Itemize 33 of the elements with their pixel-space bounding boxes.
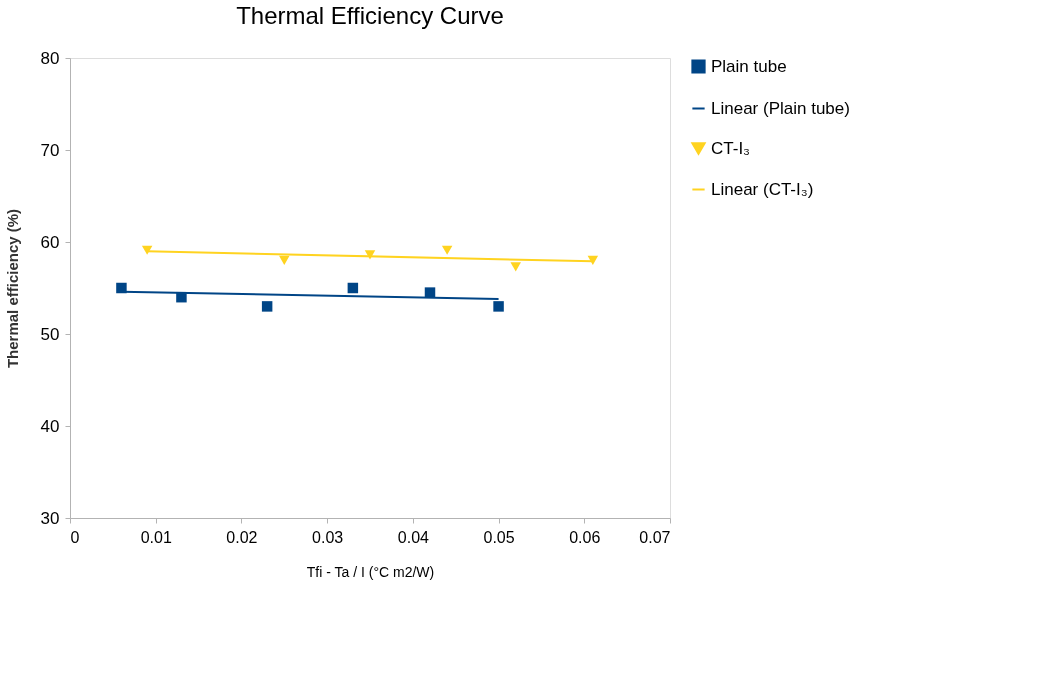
chart-title: Thermal Efficiency Curve <box>236 2 504 29</box>
x-tick-label: 0.06 <box>569 528 601 546</box>
x-tick-label: 0 <box>70 528 80 546</box>
point <box>364 250 376 260</box>
point <box>141 245 153 255</box>
y-tick-label: 40 <box>40 416 60 436</box>
x-tick-label: 0.07 <box>639 528 671 546</box>
y-tick-label: 30 <box>40 508 60 528</box>
y-axis-title: Thermal efficiency (%) <box>3 208 21 369</box>
y-tick-label: 60 <box>40 232 60 252</box>
point <box>261 301 273 312</box>
point <box>347 282 359 294</box>
x-tick-label: 0.03 <box>312 528 344 546</box>
point <box>176 291 187 303</box>
y-tick-label: 80 <box>40 48 60 68</box>
point <box>441 245 453 255</box>
legend-label: Linear (CT-I₃) <box>711 179 814 199</box>
x-tick-label: 0.02 <box>226 528 258 546</box>
x-tick-label: 0.04 <box>397 528 430 546</box>
x-axis-title: Tfi - Ta / I (°C m2/W) <box>306 563 435 580</box>
point <box>510 262 521 272</box>
point <box>279 255 290 265</box>
point <box>493 301 504 312</box>
x-tick-label: 0.01 <box>140 528 172 546</box>
y-tick-label: 50 <box>40 324 60 344</box>
legend-label: Linear (Plain tube) <box>711 98 850 118</box>
x-tick-label: 0.05 <box>483 528 515 546</box>
point <box>116 282 127 294</box>
point <box>424 287 436 298</box>
y-tick-label: 70 <box>40 140 60 160</box>
point <box>587 255 599 265</box>
legend-label: CT-I₃ <box>711 138 751 158</box>
legend-label: Plain tube <box>711 56 787 76</box>
